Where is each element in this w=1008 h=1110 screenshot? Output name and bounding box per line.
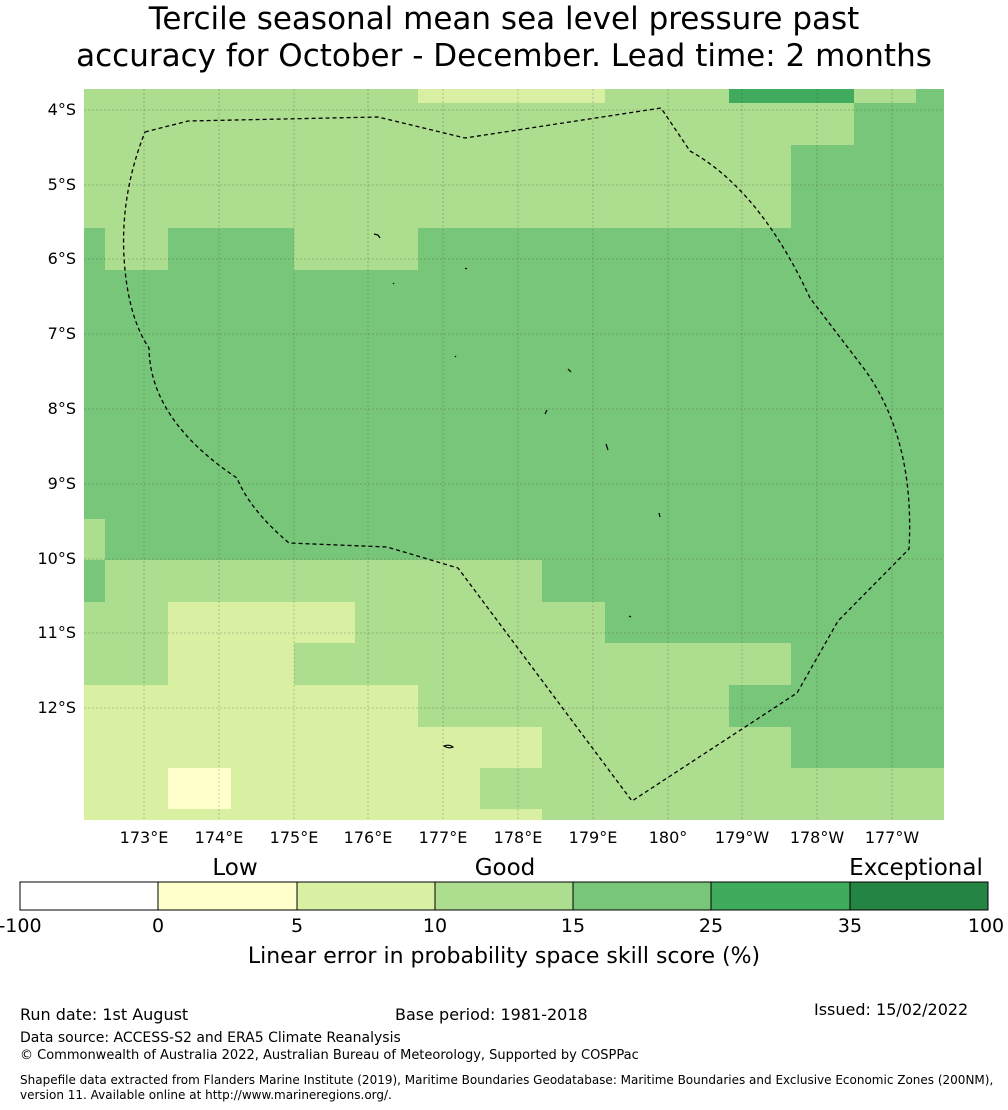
lat-label-12s: 12°S bbox=[37, 698, 76, 717]
skill-cell bbox=[84, 519, 105, 560]
lat-label-10s: 10°S bbox=[37, 549, 76, 568]
lon-label-179e: 179°E bbox=[568, 828, 618, 847]
lon-label-177w: 177°W bbox=[864, 828, 920, 847]
colorbar-tick: 5 bbox=[290, 915, 304, 937]
lat-label-9s: 9°S bbox=[47, 474, 76, 493]
colorbar-tick: 15 bbox=[560, 915, 586, 937]
lon-label-179w: 179°W bbox=[714, 828, 770, 847]
colorbar bbox=[19, 881, 989, 911]
skill-cell bbox=[729, 89, 854, 103]
colorbar-segment bbox=[434, 881, 574, 911]
lat-label-8s: 8°S bbox=[47, 399, 76, 418]
skill-cell bbox=[916, 89, 944, 103]
lat-label-4s: 4°S bbox=[47, 100, 76, 119]
lon-label-178w: 178°W bbox=[789, 828, 845, 847]
colorbar-tick: 35 bbox=[837, 915, 863, 937]
eez-boundary bbox=[122, 107, 911, 802]
skill-cell bbox=[105, 560, 542, 602]
lon-label-180: 180° bbox=[648, 828, 688, 847]
base-period: Base period: 1981-2018 bbox=[395, 1005, 588, 1024]
skill-cell bbox=[605, 643, 791, 685]
skill-cell bbox=[542, 809, 944, 820]
skill-cell bbox=[84, 685, 418, 727]
lon-label-173e: 173°E bbox=[119, 828, 169, 847]
lat-label-11s: 11°S bbox=[37, 623, 76, 642]
lon-label-175e: 175°E bbox=[269, 828, 319, 847]
copyright: © Commonwealth of Australia 2022, Austra… bbox=[20, 1048, 639, 1063]
skill-cell bbox=[84, 768, 480, 809]
skill-grid bbox=[84, 89, 944, 820]
skill-cell bbox=[294, 228, 418, 270]
colorbar-segment bbox=[710, 881, 851, 911]
shapefile-credit-line-1: Shapefile data extracted from Flanders M… bbox=[20, 1073, 994, 1087]
skill-cell bbox=[542, 727, 791, 768]
lon-label-174e: 174°E bbox=[194, 828, 244, 847]
lon-label-177e: 177°E bbox=[418, 828, 468, 847]
lat-label-7s: 7°S bbox=[47, 324, 76, 343]
skill-cell bbox=[168, 768, 231, 809]
skill-cell bbox=[418, 685, 729, 727]
skill-cell bbox=[168, 643, 294, 685]
colorbar-segment bbox=[572, 881, 712, 911]
lat-label-6s: 6°S bbox=[47, 249, 76, 268]
colorbar-tick: 100 bbox=[967, 915, 1005, 937]
skill-cell bbox=[480, 768, 944, 809]
issued-date: Issued: 15/02/2022 bbox=[814, 1000, 969, 1019]
skill-cell bbox=[168, 602, 355, 643]
map-title-line-1: Tercile seasonal mean sea level pressure… bbox=[148, 1, 860, 37]
lon-label-176e: 176°E bbox=[343, 828, 393, 847]
colorbar-segment bbox=[157, 881, 298, 911]
skill-cell bbox=[84, 89, 791, 228]
category-exceptional: Exceptional bbox=[849, 855, 983, 881]
colorbar-tick: 25 bbox=[698, 915, 724, 937]
lat-label-5s: 5°S bbox=[47, 175, 76, 194]
colorbar-segment bbox=[19, 881, 159, 911]
colorbar-tick: -100 bbox=[0, 915, 42, 937]
colorbar-tick: 10 bbox=[422, 915, 448, 937]
shapefile-credit-line-2: version 11. Available online at http://w… bbox=[20, 1088, 392, 1102]
category-low: Low bbox=[212, 855, 258, 881]
skill-cell bbox=[84, 727, 542, 768]
colorbar-label: Linear error in probability space skill … bbox=[247, 944, 761, 969]
skill-cell bbox=[105, 228, 168, 270]
skill-cell bbox=[84, 809, 542, 820]
map-title-line-2: accuracy for October - December. Lead ti… bbox=[76, 38, 932, 74]
colorbar-tick: 0 bbox=[151, 915, 165, 937]
graticule bbox=[84, 89, 944, 820]
skill-cell bbox=[854, 103, 944, 145]
category-good: Good bbox=[474, 855, 536, 881]
data-source: Data source: ACCESS-S2 and ERA5 Climate … bbox=[20, 1030, 401, 1046]
colorbar-segment bbox=[296, 881, 436, 911]
run-date: Run date: 1st August bbox=[20, 1005, 189, 1024]
colorbar-segment bbox=[849, 881, 989, 911]
skill-cell bbox=[418, 89, 605, 103]
lon-label-178e: 178°E bbox=[493, 828, 543, 847]
islands bbox=[373, 233, 661, 749]
